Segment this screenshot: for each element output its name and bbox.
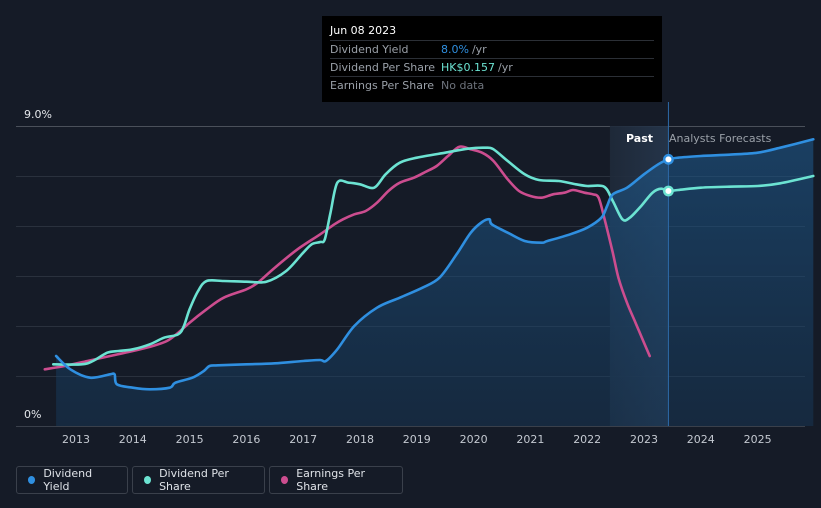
tooltip-row-dividend-per-share: Dividend Per Share HK$0.157 /yr: [330, 59, 654, 77]
earnings-per-share-line: [43, 145, 651, 371]
x-tick-label: 2014: [119, 433, 147, 446]
tooltip-label: Dividend Per Share: [330, 61, 436, 74]
x-tick-label: 2013: [62, 433, 90, 446]
x-tick-label: 2015: [176, 433, 204, 446]
tooltip: Jun 08 2023 Dividend Yield 8.0% /yr Divi…: [322, 16, 662, 102]
tooltip-label: Earnings Per Share: [330, 79, 435, 92]
dividend-yield-line: [54, 138, 815, 391]
y-axis-bottom-label: 0%: [24, 408, 41, 421]
y-axis-top-label: 9.0%: [24, 108, 52, 121]
dividend-per-share-cursor-marker: [663, 185, 674, 197]
x-tick-label: 2018: [346, 433, 374, 446]
legend-label: Earnings Per Share: [296, 467, 365, 493]
tooltip-unit: /yr: [497, 61, 513, 74]
tooltip-unit: /yr: [471, 43, 487, 56]
x-tick-label: 2021: [516, 433, 544, 446]
x-tick-label: 2020: [460, 433, 488, 446]
dividend-per-share-line: [52, 146, 815, 366]
past-label: Past: [626, 132, 653, 145]
legend-label: Dividend Yield: [43, 467, 93, 493]
legend-dividend-yield[interactable]: Dividend Yield: [16, 466, 128, 494]
legend-dot-icon: [28, 476, 36, 484]
cursor-line: [667, 102, 669, 426]
x-tick-label: 2017: [289, 433, 317, 446]
x-tick-label: 2022: [573, 433, 601, 446]
tooltip-value: No data: [441, 79, 485, 92]
legend-label: Dividend Per Share: [159, 467, 229, 493]
x-tick-label: 2019: [403, 433, 431, 446]
legend-dividend-per-share[interactable]: Dividend Per Share: [132, 466, 265, 494]
legend-dot-icon: [281, 476, 289, 484]
legend-dot-icon: [144, 476, 152, 484]
x-tick-label: 2025: [744, 433, 772, 446]
dividend-yield-cursor-marker: [663, 153, 674, 165]
legend-earnings-per-share[interactable]: Earnings Per Share: [269, 466, 403, 494]
tooltip-value: 8.0%: [441, 43, 469, 56]
x-tick-label: 2016: [232, 433, 260, 446]
tooltip-label: Dividend Yield: [330, 43, 409, 56]
x-tick-label: 2023: [630, 433, 658, 446]
tooltip-row-earnings-per-share: Earnings Per Share No data: [330, 77, 654, 94]
x-tick-label: 2024: [687, 433, 715, 446]
tooltip-value: HK$0.157: [441, 61, 495, 74]
tooltip-date: Jun 08 2023: [330, 22, 654, 41]
forecast-label: Analysts Forecasts: [669, 132, 772, 145]
tooltip-row-dividend-yield: Dividend Yield 8.0% /yr: [330, 41, 654, 59]
